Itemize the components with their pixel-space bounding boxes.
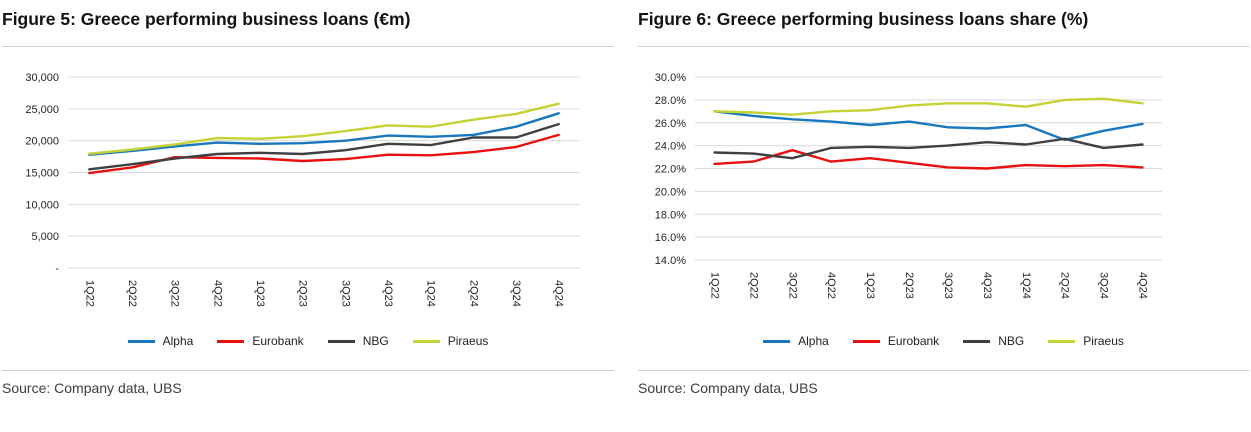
y-tick-label: - (55, 263, 59, 275)
legend-item-alpha: Alpha (763, 334, 829, 348)
x-tick-label: 1Q24 (1020, 272, 1032, 299)
y-tick-label: 25,000 (25, 104, 59, 116)
x-tick-label: 4Q24 (553, 280, 565, 307)
y-tick-label: 14.0% (655, 255, 686, 267)
x-tick-label: 3Q22 (169, 280, 181, 307)
legend-line-swatch (1048, 339, 1076, 343)
legend-label: NBG (998, 334, 1025, 348)
x-tick-label: 4Q22 (211, 280, 223, 307)
legend-label: Piraeus (1083, 334, 1124, 348)
legend-line-swatch (217, 339, 245, 343)
y-tick-label: 5,000 (31, 231, 59, 243)
x-tick-label: 1Q22 (83, 280, 95, 307)
x-tick-label: 4Q24 (1137, 272, 1149, 299)
y-tick-label: 30.0% (655, 72, 686, 84)
legend-line-swatch (327, 339, 355, 343)
legend-item-alpha: Alpha (127, 334, 194, 348)
series-line-piraeus (88, 102, 560, 155)
loans-chart: - 5,000 10,000 15,000 20,000 25,000 30,000 1Q22… (25, 72, 580, 307)
legend-label: Eurobank (252, 334, 304, 348)
x-tick-label: 2Q24 (467, 280, 479, 307)
y-tick-label: 24.0% (655, 141, 686, 153)
x-tick-label: 3Q23 (339, 280, 351, 307)
legend-line-swatch (852, 339, 880, 343)
y-tick-label: 20.0% (655, 186, 686, 198)
legend-line-swatch (763, 339, 791, 343)
legend-item-eurobank: Eurobank (217, 334, 304, 348)
y-tick-label: 15,000 (25, 168, 59, 180)
share-chart: 14.0% 16.0% 18.0% 20.0% 22.0% 24.0% 26.0% 28.0%… (655, 72, 1162, 299)
source-note: Source: Company data, UBS (638, 380, 818, 396)
x-tick-label: 1Q23 (864, 272, 876, 299)
series-line-nbg (88, 122, 560, 171)
y-tick-label: 18.0% (655, 209, 686, 221)
x-tick-label: 2Q22 (126, 280, 138, 307)
x-tick-label: 3Q24 (1098, 272, 1110, 299)
chart-legend: Alpha Eurobank NBG Piraeus (2, 333, 614, 349)
legend-line-swatch (963, 339, 991, 343)
legend-label: Alpha (162, 334, 194, 348)
y-tick-label: 10,000 (25, 199, 59, 211)
x-tick-label: 4Q22 (825, 272, 837, 299)
x-tick-label: 2Q23 (903, 272, 915, 299)
y-tick-label: 30,000 (25, 72, 59, 84)
figure5-title: Figure 5: Greece performing business loa… (2, 9, 411, 29)
x-tick-label: 1Q22 (708, 272, 720, 299)
x-tick-label: 1Q23 (254, 280, 266, 307)
y-tick-label: 20,000 (25, 136, 59, 148)
y-tick-label: 26.0% (655, 118, 686, 130)
legend-item-eurobank: Eurobank (852, 334, 940, 348)
source-divider (2, 370, 614, 371)
legend-line-swatch (127, 339, 155, 343)
legend-item-nbg: NBG (963, 334, 1024, 348)
legend-label: NBG (362, 334, 389, 348)
title-divider (638, 46, 1249, 47)
figure6-title: Figure 6: Greece performing business loa… (638, 9, 1089, 29)
figure5-panel: Figure 5: Greece performing business loa… (2, 0, 614, 396)
legend-item-piraeus: Piraeus (1048, 334, 1124, 348)
y-tick-label: 28.0% (655, 95, 686, 107)
legend-label: Alpha (798, 334, 829, 348)
y-tick-label: 16.0% (655, 232, 686, 244)
figure6-panel: Figure 6: Greece performing business loa… (638, 0, 1249, 396)
x-tick-label: 3Q23 (942, 272, 954, 299)
series-line-alpha (713, 110, 1144, 142)
series-line-alpha (88, 112, 560, 156)
x-tick-label: 1Q24 (425, 280, 437, 307)
y-tick-label: 22.0% (655, 164, 686, 176)
x-tick-label: 4Q23 (981, 272, 993, 299)
x-tick-label: 4Q23 (382, 280, 394, 307)
title-divider (2, 46, 614, 47)
legend-label: Piraeus (447, 334, 489, 348)
series-line-nbg (713, 137, 1144, 160)
legend-line-swatch (412, 339, 440, 343)
x-tick-label: 3Q24 (510, 280, 522, 307)
series-line-piraeus (713, 97, 1144, 116)
x-tick-label: 3Q22 (786, 272, 798, 299)
x-tick-label: 2Q23 (297, 280, 309, 307)
x-tick-label: 2Q24 (1059, 272, 1071, 299)
chart-legend: Alpha Eurobank NBG Piraeus (638, 333, 1249, 349)
x-tick-label: 2Q22 (747, 272, 759, 299)
source-note: Source: Company data, UBS (2, 380, 182, 396)
legend-label: Eurobank (887, 334, 940, 348)
legend-item-nbg: NBG (327, 334, 389, 348)
source-divider (638, 370, 1249, 371)
legend-item-piraeus: Piraeus (412, 334, 489, 348)
series-line-eurobank (713, 148, 1144, 170)
